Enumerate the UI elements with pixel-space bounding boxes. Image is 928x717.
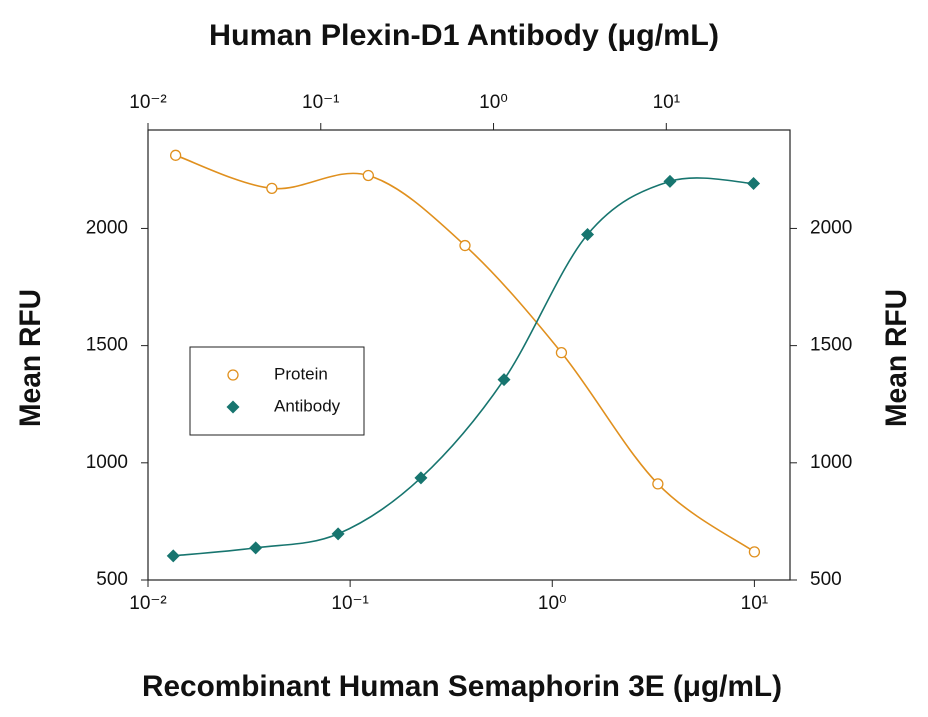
y2-tick-label: 1000	[810, 452, 852, 473]
x2-tick-label: 10¹	[653, 92, 680, 113]
y-axis-label: Mean RFU	[14, 289, 47, 427]
point	[652, 478, 664, 490]
fit-curve	[173, 177, 754, 557]
x-tick-label: 10⁻²	[129, 593, 167, 614]
point	[414, 471, 428, 485]
point	[331, 527, 345, 541]
point	[663, 174, 677, 188]
x-tick-label: 10⁰	[538, 593, 567, 614]
point	[748, 546, 761, 558]
chart-title: Human Plexin-D1 Antibody (μg/mL)	[209, 19, 719, 52]
y2-tick-label: 500	[810, 569, 842, 590]
y-tick-label: 2000	[86, 217, 128, 238]
point	[169, 149, 182, 161]
point	[581, 228, 595, 242]
y-tick-label: 500	[96, 569, 128, 590]
plot-frame	[147, 129, 791, 581]
x2-tick-label: 10⁻¹	[302, 92, 340, 113]
x-axis-label: Recombinant Human Semaphorin 3E (μg/mL)	[142, 670, 782, 703]
legend-label: Antibody	[274, 396, 341, 415]
y2-axis-label: Mean RFU	[880, 289, 913, 427]
x-tick-label: 10⁻¹	[331, 593, 369, 614]
y2-tick-label: 1500	[810, 335, 852, 356]
point	[459, 239, 471, 252]
y-tick-label: 1500	[86, 335, 128, 356]
point	[747, 176, 761, 190]
point	[249, 541, 263, 555]
point	[555, 347, 568, 359]
legend-marker	[226, 400, 240, 414]
legend-label: Protein	[274, 364, 328, 383]
point	[266, 182, 278, 195]
x2-tick-label: 10⁰	[479, 92, 508, 113]
point	[166, 549, 180, 563]
point	[362, 169, 374, 182]
point	[497, 373, 511, 387]
x-tick-label: 10¹	[741, 593, 768, 614]
legend-marker	[227, 369, 239, 381]
y-tick-label: 1000	[86, 452, 128, 473]
y2-tick-label: 2000	[810, 217, 852, 238]
legend-box	[189, 346, 365, 436]
x2-tick-label: 10⁻²	[129, 92, 167, 113]
